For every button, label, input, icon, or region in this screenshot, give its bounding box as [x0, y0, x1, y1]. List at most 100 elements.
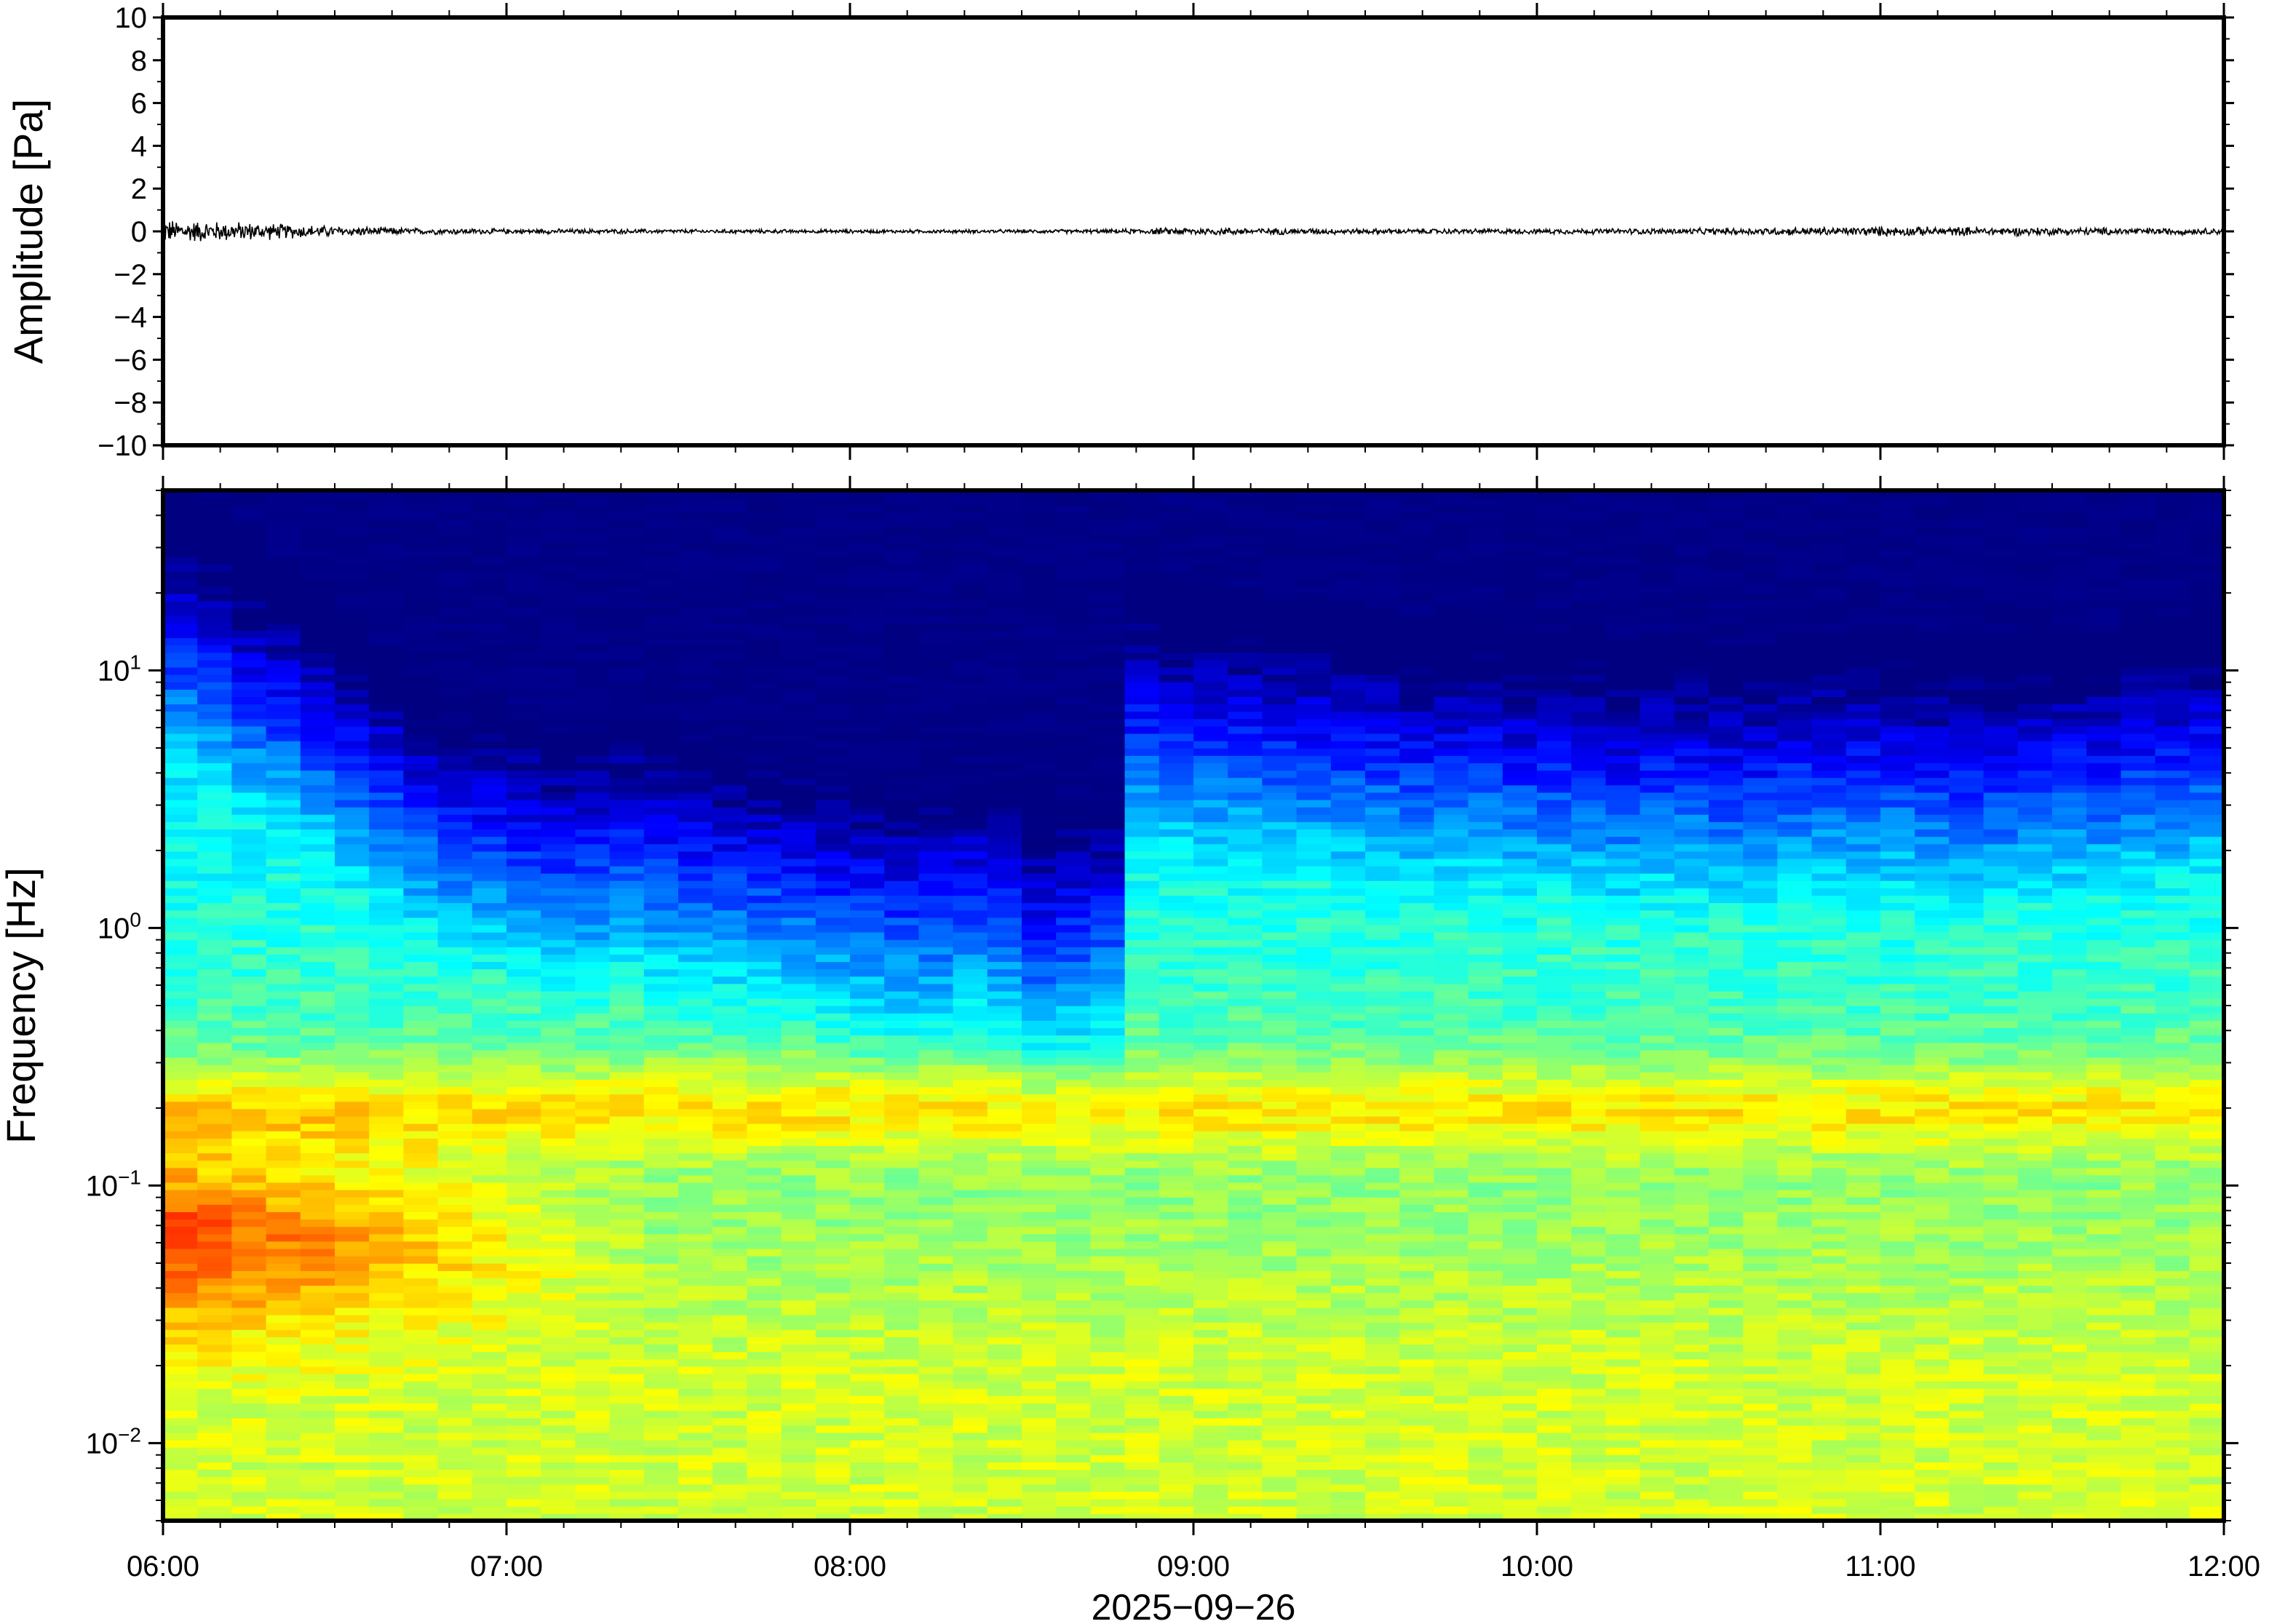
spectrogram-cell: [781, 1167, 816, 1176]
spectrogram-cell: [712, 1454, 748, 1462]
spectrogram-cell: [472, 1049, 507, 1058]
spectrogram-cell: [163, 1197, 198, 1205]
spectrogram-cell: [300, 1439, 335, 1448]
spectrogram-cell: [643, 895, 679, 904]
spectrogram-cell: [850, 748, 885, 756]
spectrogram-cell: [712, 931, 748, 940]
spectrogram-cell: [266, 740, 301, 749]
spectrogram-cell: [609, 1064, 645, 1072]
spectrogram-cell: [987, 909, 1022, 918]
spectrogram-cell: [712, 498, 748, 506]
spectrogram-cell: [506, 696, 541, 705]
spectrogram-cell: [1193, 534, 1228, 543]
spectrogram-cell: [575, 1410, 611, 1419]
spectrogram-cell: [1262, 1255, 1298, 1264]
spectrogram-cell: [266, 865, 301, 874]
spectrogram-cell: [266, 954, 301, 963]
spectrogram-cell: [850, 947, 885, 955]
spectrogram-cell: [609, 696, 645, 705]
spectrogram-cell: [575, 954, 611, 963]
spectrogram-cell: [403, 1035, 439, 1043]
spectrogram-cell: [197, 1160, 233, 1169]
spectrogram-cell: [1056, 718, 1092, 727]
spectrogram-cell: [850, 1101, 885, 1110]
spectrogram-cell: [335, 1380, 370, 1389]
spectrogram-cell: [953, 998, 988, 1006]
spectrogram-cell: [472, 541, 507, 550]
spectrogram-cell: [231, 1108, 267, 1117]
spectrogram-cell: [1022, 564, 1057, 572]
spectrogram-cell: [541, 1380, 576, 1389]
spectrogram-cell: [197, 888, 233, 896]
spectrogram-cell: [472, 1056, 507, 1065]
spectrogram-cell: [575, 718, 611, 727]
spectrogram-cell: [815, 1505, 851, 1514]
spectrogram-cell: [266, 1189, 301, 1198]
spectrogram-cell: [506, 1307, 541, 1315]
spectrogram-cell: [815, 1314, 851, 1323]
spectrogram-cell: [1228, 1337, 1263, 1345]
spectrogram-cell: [1193, 909, 1228, 918]
spectrogram-cell: [1193, 1358, 1228, 1367]
spectrogram-cell: [506, 1329, 541, 1337]
spectrogram-cell: [1228, 1211, 1263, 1220]
spectrogram-cell: [1262, 1042, 1298, 1051]
spectrogram-cell: [163, 534, 198, 543]
spectrogram-cell: [472, 549, 507, 557]
spectrogram-cell: [747, 1167, 782, 1176]
spectrogram-cell: [815, 1123, 851, 1131]
spectrogram-cell: [300, 740, 335, 749]
spectrogram-cell: [369, 777, 405, 786]
spectrogram-cell: [850, 1197, 885, 1205]
spectrogram-cell: [987, 659, 1022, 668]
spectrogram-cell: [609, 814, 645, 822]
spectrogram-cell: [231, 608, 267, 616]
spectrogram-cell: [369, 541, 405, 550]
spectrogram-cell: [643, 1388, 679, 1396]
spectrogram-cell: [1159, 1439, 1194, 1448]
spectrogram-cell: [850, 1049, 885, 1058]
spectrogram-cell: [953, 1505, 988, 1514]
spectrogram-cell: [781, 755, 816, 763]
spectrogram-cell: [1056, 1101, 1092, 1110]
spectrogram-cell: [1022, 541, 1057, 550]
spectrogram-cell: [987, 1197, 1022, 1205]
spectrogram-cell: [506, 1226, 541, 1235]
spectrogram-cell: [781, 600, 816, 609]
spectrogram-cell: [266, 1307, 301, 1315]
spectrogram-cell: [850, 608, 885, 616]
spectrogram-cell: [575, 1197, 611, 1205]
spectrogram-cell: [987, 1337, 1022, 1345]
spectrogram-cell: [884, 1263, 920, 1271]
spectrogram-cell: [335, 674, 370, 682]
spectrogram-cell: [163, 909, 198, 918]
spectrogram-cell: [369, 1108, 405, 1117]
spectrogram-cell: [1296, 645, 1332, 653]
spectrogram-cell: [1022, 821, 1057, 829]
spectrogram-cell: [266, 777, 301, 786]
spectrogram-cell: [472, 1115, 507, 1124]
spectrogram-cell: [987, 770, 1022, 779]
spectrogram-cell: [335, 1160, 370, 1169]
spectrogram-cell: [953, 659, 988, 668]
spectrogram-cell: [266, 623, 301, 631]
spectrogram-cell: [1193, 1469, 1228, 1478]
spectrogram-cell: [747, 1027, 782, 1036]
spectrogram-cell: [1262, 1329, 1298, 1337]
spectrogram-cell: [437, 784, 473, 793]
spectrogram-cell: [266, 1123, 301, 1131]
spectrogram-cell: [953, 1248, 988, 1257]
spectrogram-cell: [1296, 1292, 1332, 1301]
spectrogram-cell: [197, 1425, 233, 1433]
spectrogram-cell: [1159, 689, 1194, 697]
spectrogram-cell: [1022, 858, 1057, 867]
spectrogram-cell: [1090, 549, 1126, 557]
spectrogram-cell: [815, 1462, 851, 1470]
spectrogram-cell: [1022, 1292, 1057, 1301]
spectrogram-cell: [335, 682, 370, 690]
spectrogram-cell: [1193, 1145, 1228, 1154]
spectrogram-cell: [506, 1403, 541, 1412]
amplitude-y-tick-label: 6: [131, 88, 147, 120]
spectrogram-cell: [850, 954, 885, 963]
spectrogram-cell: [953, 505, 988, 514]
